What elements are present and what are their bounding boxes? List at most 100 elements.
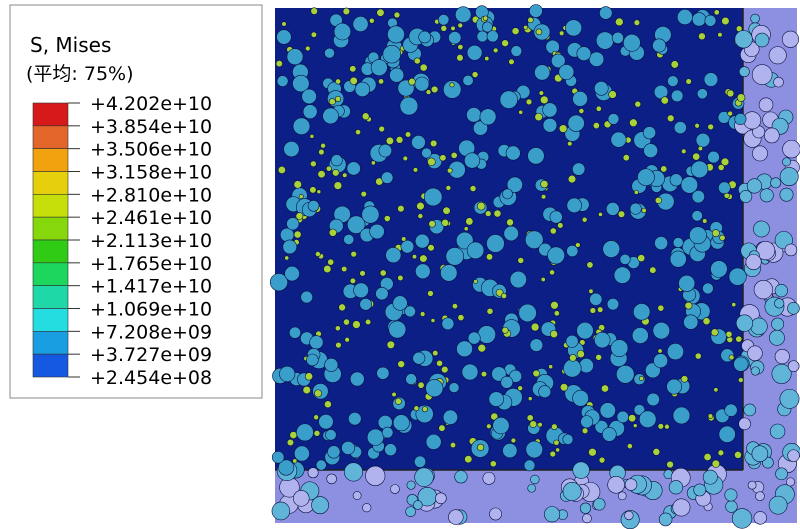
mesh-grain bbox=[388, 320, 407, 339]
mesh-grain bbox=[535, 28, 543, 36]
legend-label: +4.202e+10 bbox=[90, 93, 212, 115]
mesh-grain bbox=[414, 467, 434, 487]
mesh-grain bbox=[506, 176, 523, 193]
mesh-grain bbox=[555, 447, 561, 453]
mesh-grain bbox=[463, 226, 469, 232]
mesh-grain bbox=[616, 410, 630, 424]
mesh-grain bbox=[721, 16, 730, 26]
mesh-grain bbox=[346, 161, 361, 176]
mesh-grain bbox=[623, 33, 641, 52]
mesh-grain bbox=[753, 279, 773, 300]
mesh-grain bbox=[599, 6, 613, 20]
mesh-grain bbox=[754, 32, 770, 48]
mesh-grain bbox=[464, 152, 481, 169]
color-band bbox=[32, 216, 69, 241]
mesh-grain bbox=[755, 491, 765, 501]
mesh-grain bbox=[736, 93, 746, 102]
color-band bbox=[32, 239, 69, 264]
mesh-grain bbox=[414, 76, 430, 92]
mesh-grain bbox=[349, 65, 357, 73]
mesh-grain bbox=[361, 205, 380, 224]
mesh-grain bbox=[402, 155, 408, 162]
legend-label: +3.158e+10 bbox=[90, 162, 212, 184]
mesh-grain bbox=[672, 237, 684, 248]
mesh-grain bbox=[576, 46, 592, 61]
mesh-grain bbox=[295, 212, 304, 220]
mesh-grain bbox=[624, 510, 634, 521]
mesh-grain bbox=[486, 30, 499, 43]
mesh-grain bbox=[672, 498, 691, 517]
color-band bbox=[32, 148, 69, 172]
mesh-grain bbox=[484, 56, 490, 62]
mesh-grain bbox=[553, 310, 560, 317]
mesh-grain bbox=[752, 145, 768, 162]
mesh-grain bbox=[602, 240, 621, 258]
mesh-grain bbox=[361, 112, 370, 121]
mesh-grain bbox=[707, 413, 714, 419]
mesh-grain bbox=[563, 359, 582, 378]
mesh-grain bbox=[532, 369, 540, 378]
legend-label: +3.506e+10 bbox=[90, 139, 212, 161]
mesh-grain bbox=[466, 44, 483, 61]
mesh-grain bbox=[525, 440, 544, 459]
mesh-grain bbox=[658, 512, 673, 527]
mesh-grain bbox=[782, 139, 800, 159]
mesh-grain bbox=[704, 14, 717, 27]
mesh-grain bbox=[787, 302, 800, 315]
mesh-grain bbox=[457, 22, 464, 29]
mesh-grain bbox=[456, 340, 473, 358]
mesh-grain bbox=[462, 74, 474, 87]
mesh-grain bbox=[310, 160, 317, 168]
mesh-grain bbox=[293, 230, 302, 239]
mesh-grain bbox=[352, 320, 361, 329]
mesh-grain bbox=[349, 76, 358, 85]
mesh-grain bbox=[450, 151, 458, 159]
mesh-grain bbox=[680, 176, 699, 194]
mesh-grain bbox=[390, 484, 400, 494]
color-band bbox=[32, 262, 69, 286]
mesh-grain bbox=[419, 63, 428, 72]
mesh-grain bbox=[492, 417, 510, 435]
mesh-grain bbox=[427, 244, 435, 252]
mesh-grain bbox=[654, 196, 663, 204]
mesh-grain bbox=[404, 305, 416, 318]
mesh-grain bbox=[607, 475, 625, 494]
mesh-grain bbox=[343, 462, 364, 482]
mesh-grain bbox=[430, 85, 439, 94]
mesh-grain bbox=[378, 143, 393, 158]
color-band bbox=[32, 194, 69, 218]
mesh-grain bbox=[405, 373, 418, 386]
mesh-grain bbox=[558, 124, 568, 133]
mesh-grain bbox=[652, 448, 661, 456]
mesh-grain bbox=[728, 354, 735, 361]
mesh-grain bbox=[302, 104, 318, 120]
mesh-grain bbox=[335, 78, 341, 85]
mesh-grain bbox=[753, 220, 770, 238]
legend-label: +1.765e+10 bbox=[90, 253, 212, 275]
mesh-grain bbox=[449, 82, 455, 88]
mesh-grain bbox=[549, 210, 563, 224]
mesh-grain bbox=[278, 459, 295, 476]
legend-label: +7.208e+09 bbox=[90, 321, 212, 343]
mesh-grain bbox=[399, 96, 419, 116]
mesh-grain bbox=[666, 378, 682, 395]
mesh-grain bbox=[719, 234, 726, 241]
mesh-grain bbox=[381, 171, 394, 184]
mesh-grain bbox=[558, 30, 565, 36]
mesh-grain bbox=[702, 282, 714, 295]
mesh-grain bbox=[414, 233, 430, 249]
mesh-grain bbox=[286, 217, 300, 231]
mesh-grain bbox=[746, 178, 763, 194]
mesh-grain bbox=[731, 302, 737, 308]
mesh-grain bbox=[441, 218, 450, 227]
mesh-grain bbox=[524, 230, 544, 250]
mesh-grain bbox=[493, 209, 502, 218]
mesh-grain bbox=[342, 7, 351, 16]
mesh-grain bbox=[581, 216, 588, 223]
mesh-grain bbox=[547, 246, 565, 265]
mesh-grain bbox=[530, 474, 540, 485]
mesh-grain bbox=[438, 424, 446, 432]
mesh-grain bbox=[606, 298, 620, 311]
mesh-grain bbox=[578, 358, 594, 374]
